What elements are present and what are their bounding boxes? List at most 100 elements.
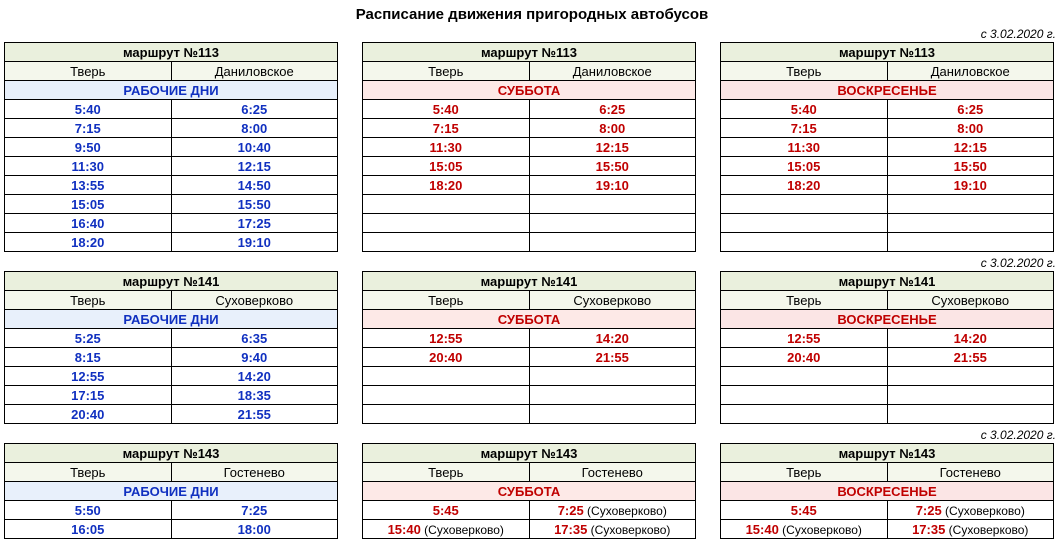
time-cell: 21:55	[171, 405, 338, 424]
time-cell: 15:40 (Суховерково)	[721, 520, 888, 539]
time-cell: 18:35	[171, 386, 338, 405]
schedule-content: с 3.02.2020 г.маршрут №113ТверьДаниловск…	[4, 27, 1056, 539]
day-header: ВОСКРЕСЕНЬЕ	[721, 81, 1054, 100]
table-row: 17:1518:35	[5, 386, 338, 405]
time-cell: 15:50	[887, 157, 1054, 176]
time-cell: 12:15	[529, 138, 696, 157]
schedule-group: маршрут №143ТверьГостеневоРАБОЧИЕ ДНИ5:5…	[4, 443, 1056, 539]
table-row: 5:256:35	[5, 329, 338, 348]
table-row: 18:2019:10	[5, 233, 338, 252]
time-cell: 20:40	[721, 348, 888, 367]
time-cell: 6:25	[171, 100, 338, 119]
stop-header: Тверь	[721, 62, 888, 81]
stop-header: Даниловское	[171, 62, 338, 81]
route-header: маршрут №141	[721, 272, 1054, 291]
time-cell	[529, 367, 696, 386]
time-cell: 18:20	[721, 176, 888, 195]
schedule-table: маршрут №143ТверьГостеневоВОСКРЕСЕНЬЕ5:4…	[720, 443, 1054, 539]
schedule-table: маршрут №141ТверьСуховерковоВОСКРЕСЕНЬЕ1…	[720, 271, 1054, 424]
time-cell: 7:25 (Суховерково)	[887, 501, 1054, 520]
time-cell: 6:25	[887, 100, 1054, 119]
table-row: 12:5514:20	[363, 329, 696, 348]
table-row	[721, 367, 1054, 386]
time-cell: 5:40	[363, 100, 530, 119]
time-cell	[529, 405, 696, 424]
route-header: маршрут №143	[5, 444, 338, 463]
time-cell: 11:30	[363, 138, 530, 157]
time-cell: 8:00	[171, 119, 338, 138]
time-cell: 5:45	[721, 501, 888, 520]
time-cell: 15:05	[721, 157, 888, 176]
table-row	[363, 386, 696, 405]
time-cell	[721, 386, 888, 405]
time-cell: 5:40	[5, 100, 172, 119]
time-cell: 5:25	[5, 329, 172, 348]
route-header: маршрут №143	[721, 444, 1054, 463]
time-cell: 14:20	[529, 329, 696, 348]
table-row	[363, 195, 696, 214]
table-row: 5:406:25	[5, 100, 338, 119]
time-cell: 20:40	[363, 348, 530, 367]
time-cell: 21:55	[887, 348, 1054, 367]
time-cell	[363, 233, 530, 252]
time-cell: 11:30	[5, 157, 172, 176]
time-cell: 8:15	[5, 348, 172, 367]
time-cell: 19:10	[887, 176, 1054, 195]
time-cell: 12:15	[887, 138, 1054, 157]
stop-header: Суховерково	[171, 291, 338, 310]
time-cell: 12:55	[5, 367, 172, 386]
time-cell: 15:05	[5, 195, 172, 214]
stop-header: Суховерково	[529, 291, 696, 310]
time-cell: 5:50	[5, 501, 172, 520]
time-cell	[887, 386, 1054, 405]
day-header: СУББОТА	[363, 482, 696, 501]
stop-header: Тверь	[721, 463, 888, 482]
schedule-table: маршрут №113ТверьДаниловскоеВОСКРЕСЕНЬЕ5…	[720, 42, 1054, 252]
time-cell: 6:35	[171, 329, 338, 348]
route-header: маршрут №113	[363, 43, 696, 62]
time-cell: 5:45	[363, 501, 530, 520]
time-cell	[363, 405, 530, 424]
time-cell: 9:50	[5, 138, 172, 157]
time-cell	[721, 233, 888, 252]
table-row	[721, 386, 1054, 405]
time-cell: 7:15	[721, 119, 888, 138]
time-cell	[887, 233, 1054, 252]
stop-header: Тверь	[721, 291, 888, 310]
stop-header: Тверь	[363, 291, 530, 310]
route-header: маршрут №141	[5, 272, 338, 291]
time-cell	[363, 214, 530, 233]
schedule-table: маршрут №141ТверьСуховерковоСУББОТА12:55…	[362, 271, 696, 424]
table-row	[363, 214, 696, 233]
table-row	[363, 405, 696, 424]
effective-date: с 3.02.2020 г.	[4, 256, 1056, 270]
stop-header: Тверь	[363, 463, 530, 482]
table-row: 15:40 (Суховерково)17:35 (Суховерково)	[363, 520, 696, 539]
table-row: 13:5514:50	[5, 176, 338, 195]
time-cell: 18:00	[171, 520, 338, 539]
time-cell: 16:05	[5, 520, 172, 539]
time-cell	[363, 386, 530, 405]
time-cell: 15:50	[171, 195, 338, 214]
schedule-table: маршрут №113ТверьДаниловскоеСУББОТА5:406…	[362, 42, 696, 252]
route-header: маршрут №113	[5, 43, 338, 62]
table-row: 18:2019:10	[363, 176, 696, 195]
time-cell: 20:40	[5, 405, 172, 424]
schedule-group: маршрут №141ТверьСуховерковоРАБОЧИЕ ДНИ5…	[4, 271, 1056, 424]
time-cell: 18:20	[363, 176, 530, 195]
time-cell: 7:15	[5, 119, 172, 138]
table-row: 12:5514:20	[5, 367, 338, 386]
time-cell: 17:25	[171, 214, 338, 233]
time-cell	[887, 214, 1054, 233]
schedule-table: маршрут №113ТверьДаниловскоеРАБОЧИЕ ДНИ5…	[4, 42, 338, 252]
table-row: 11:3012:15	[721, 138, 1054, 157]
day-header: РАБОЧИЕ ДНИ	[5, 81, 338, 100]
day-header: СУББОТА	[363, 310, 696, 329]
table-row: 11:3012:15	[363, 138, 696, 157]
stop-header: Гостенево	[529, 463, 696, 482]
time-cell	[363, 367, 530, 386]
time-cell: 19:10	[529, 176, 696, 195]
schedule-table: маршрут №143ТверьГостеневоРАБОЧИЕ ДНИ5:5…	[4, 443, 338, 539]
time-cell	[529, 214, 696, 233]
table-row: 15:0515:50	[363, 157, 696, 176]
